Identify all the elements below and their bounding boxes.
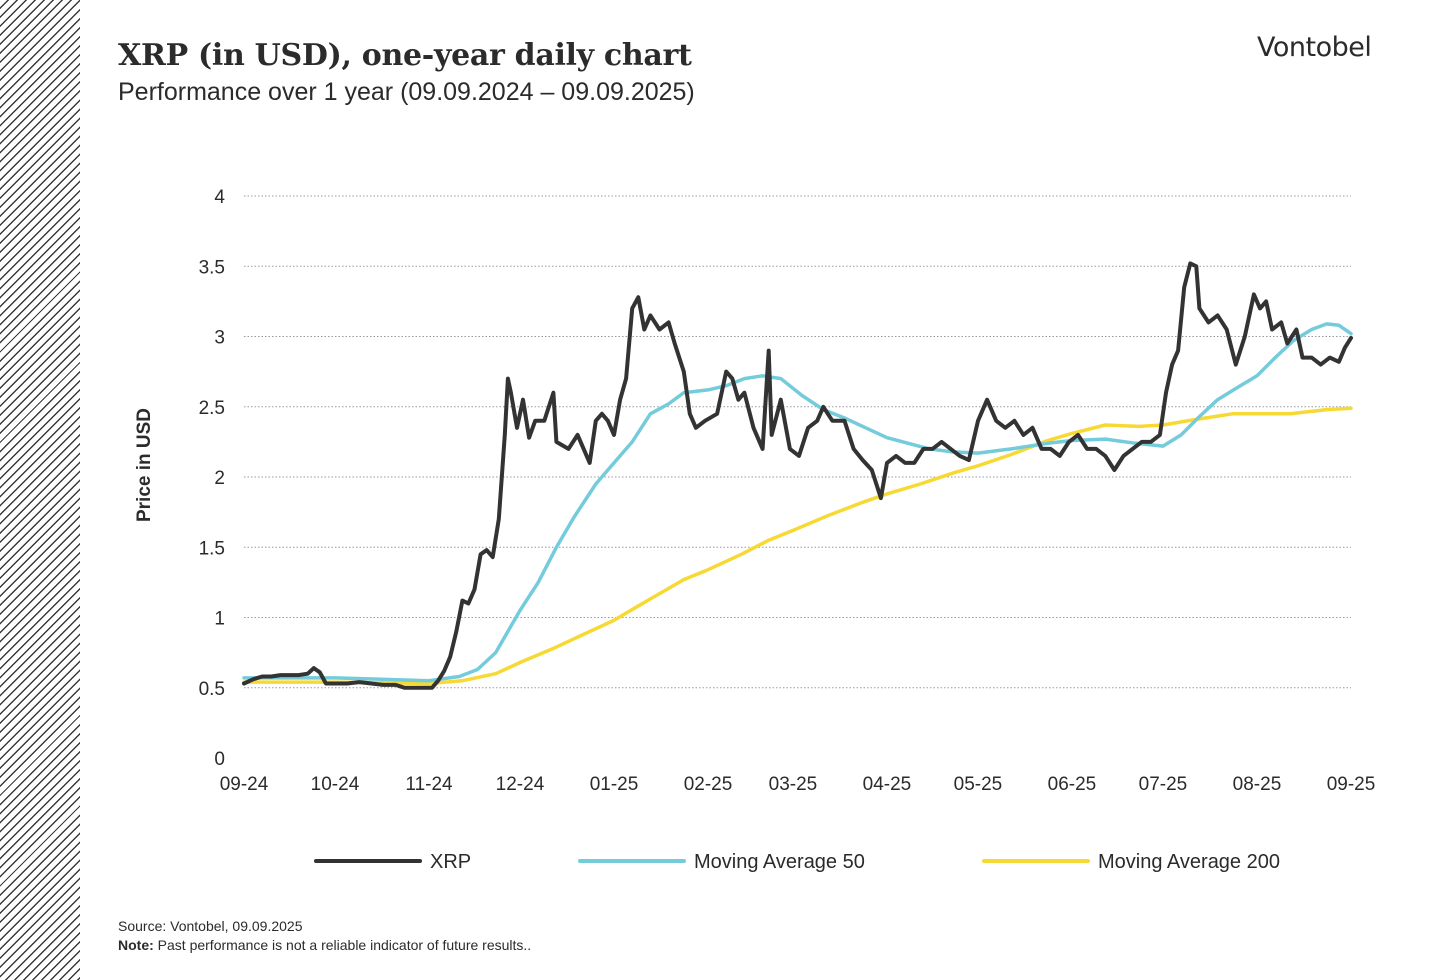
x-tick-label: 09-25	[1327, 774, 1376, 795]
y-tick-label: 2.5	[199, 398, 225, 419]
chart-subtitle: Performance over 1 year (09.09.2024 – 09…	[118, 78, 695, 106]
x-tick-label: 09-24	[220, 774, 269, 795]
legend-label: Moving Average 200	[1098, 851, 1280, 873]
x-tick-label: 12-24	[496, 774, 545, 795]
y-axis-ticks: 0 0.5 1 1.5 2 2.5 3 3.5 4	[199, 187, 226, 770]
x-axis-ticks: 09-24 10-24 11-24 12-24 01-25 02-25 03-25 04-25…	[220, 774, 1376, 795]
x-tick-label: 04-25	[863, 774, 912, 795]
disclaimer-note: Note: Past performance is not a reliable…	[118, 937, 531, 953]
y-tick-label: 0	[214, 749, 225, 770]
legend-label: XRP	[430, 851, 471, 873]
legend-moving-average-200: Moving Average 200	[982, 851, 1280, 873]
y-tick-label: 3.5	[199, 257, 225, 278]
y-tick-label: 2	[214, 468, 225, 489]
legend-xrp: XRP	[314, 851, 471, 873]
x-tick-label: 02-25	[684, 774, 733, 795]
legend-label: Moving Average 50	[694, 851, 865, 873]
disclaimer-label: Note:	[118, 937, 154, 953]
y-tick-label: 4	[214, 187, 225, 208]
x-tick-label: 07-25	[1139, 774, 1188, 795]
source-note: Source: Vontobel, 09.09.2025	[118, 918, 303, 934]
disclaimer-text: Past performance is not a reliable indic…	[153, 937, 532, 953]
chart-title: XRP (in USD), one-year daily chart	[118, 38, 692, 73]
xrp-line	[242, 261, 1353, 690]
brand-logo: Vontobel	[1257, 32, 1372, 63]
x-tick-label: 06-25	[1048, 774, 1097, 795]
grid-lines	[244, 195, 1351, 689]
series-lines	[242, 261, 1353, 690]
x-tick-label: 11-24	[405, 774, 453, 795]
legend: XRP Moving Average 50 Moving Average 200	[314, 851, 1280, 873]
y-tick-label: 1	[214, 609, 225, 630]
x-tick-label: 03-25	[769, 774, 818, 795]
x-tick-label: 05-25	[954, 774, 1003, 795]
y-axis-label: Price in USD	[134, 408, 155, 522]
x-tick-label: 01-25	[590, 774, 639, 795]
moving-average-200-line	[242, 406, 1353, 686]
legend-moving-average-50: Moving Average 50	[578, 851, 865, 873]
y-tick-label: 1.5	[199, 538, 225, 559]
y-tick-label: 0.5	[199, 679, 225, 700]
y-tick-label: 3	[214, 328, 225, 349]
x-tick-label: 10-24	[311, 774, 360, 795]
x-tick-label: 08-25	[1233, 774, 1282, 795]
hatched-side-border	[0, 0, 80, 980]
moving-average-50-line	[242, 322, 1353, 683]
